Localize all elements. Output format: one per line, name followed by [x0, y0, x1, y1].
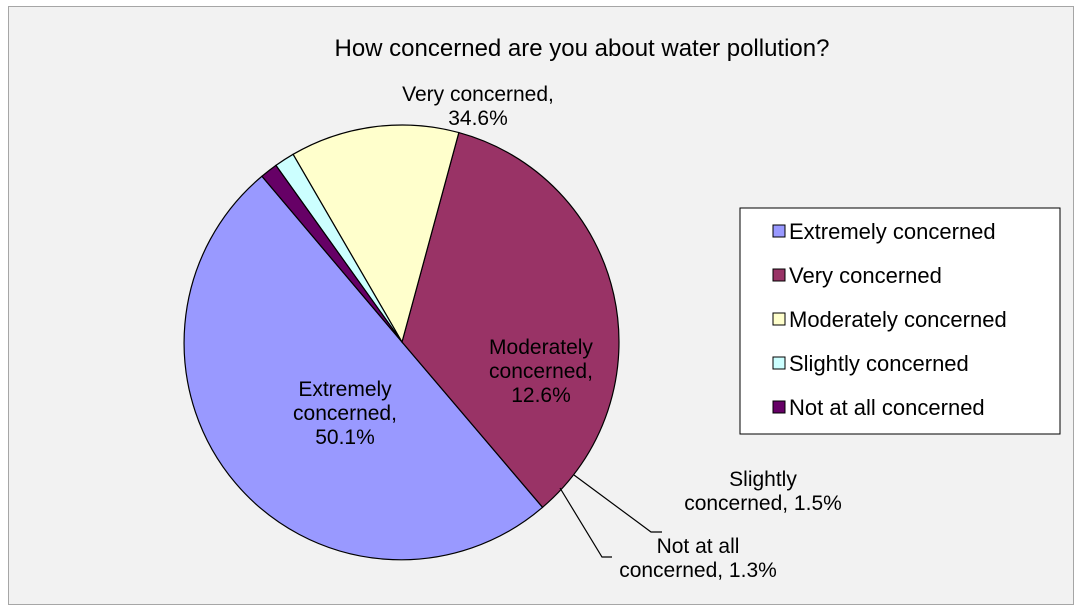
leader-lines [559, 474, 662, 558]
chart-title: How concerned are you about water pollut… [335, 35, 830, 62]
data-label-line: 12.6% [511, 384, 571, 407]
legend-swatch-not-at-all-concerned [772, 400, 786, 414]
pie-slice-extremely-concerned [183, 175, 544, 561]
data-label-line: Not at all [657, 535, 740, 558]
data-label-moderately-concerned: Moderately concerned, 12.6% [489, 336, 593, 407]
data-label-not-at-all-concerned: Not at all concerned, 1.3% [619, 535, 777, 582]
pie-slice-not-at-all-concerned [261, 164, 403, 343]
data-label-very-concerned: Very concerned, 34.6% [402, 83, 554, 130]
legend-swatch-extremely-concerned [772, 224, 786, 238]
data-label-line: concerned, [489, 360, 593, 383]
legend-entry-very-concerned: Very concerned [789, 263, 942, 288]
data-label-line: concerned, [293, 402, 397, 425]
legend-entry-moderately-concerned: Moderately concerned [789, 307, 1007, 332]
data-labels: Extremely concerned, 50.1%Very concerned, 3… [293, 83, 842, 582]
data-label-line: Extremely [298, 378, 392, 401]
legend-entry-slightly-concerned: Slightly concerned [789, 351, 969, 376]
data-label-slightly-concerned: Slightly concerned, 1.5% [684, 468, 842, 515]
data-label-line: concerned, 1.5% [684, 492, 842, 515]
legend-box [739, 207, 1061, 435]
data-label-line: Slightly [729, 468, 797, 491]
legend: Extremely concerned Very concerned Moderat… [739, 207, 1061, 435]
legend-swatch-slightly-concerned [772, 356, 786, 370]
leader-line-slightly-concerned [573, 474, 662, 533]
legend-swatch-moderately-concerned [772, 312, 786, 326]
pie-slices [183, 124, 620, 561]
data-label-extremely-concerned: Extremely concerned, 50.1% [293, 378, 397, 449]
data-label-line: Very concerned, [402, 83, 554, 106]
data-label-line: concerned, 1.3% [619, 559, 777, 582]
data-label-line: Moderately [489, 336, 593, 359]
data-label-line: 34.6% [448, 107, 508, 130]
legend-swatch-very-concerned [772, 268, 786, 282]
legend-entry-not-at-all-concerned: Not at all concerned [789, 395, 985, 420]
pie-slice-very-concerned [401, 131, 620, 509]
leader-line-not-at-all-concerned [559, 487, 612, 558]
pie-slice-moderately-concerned [292, 124, 460, 344]
legend-entry-extremely-concerned: Extremely concerned [789, 219, 996, 244]
data-label-line: 50.1% [315, 426, 375, 449]
